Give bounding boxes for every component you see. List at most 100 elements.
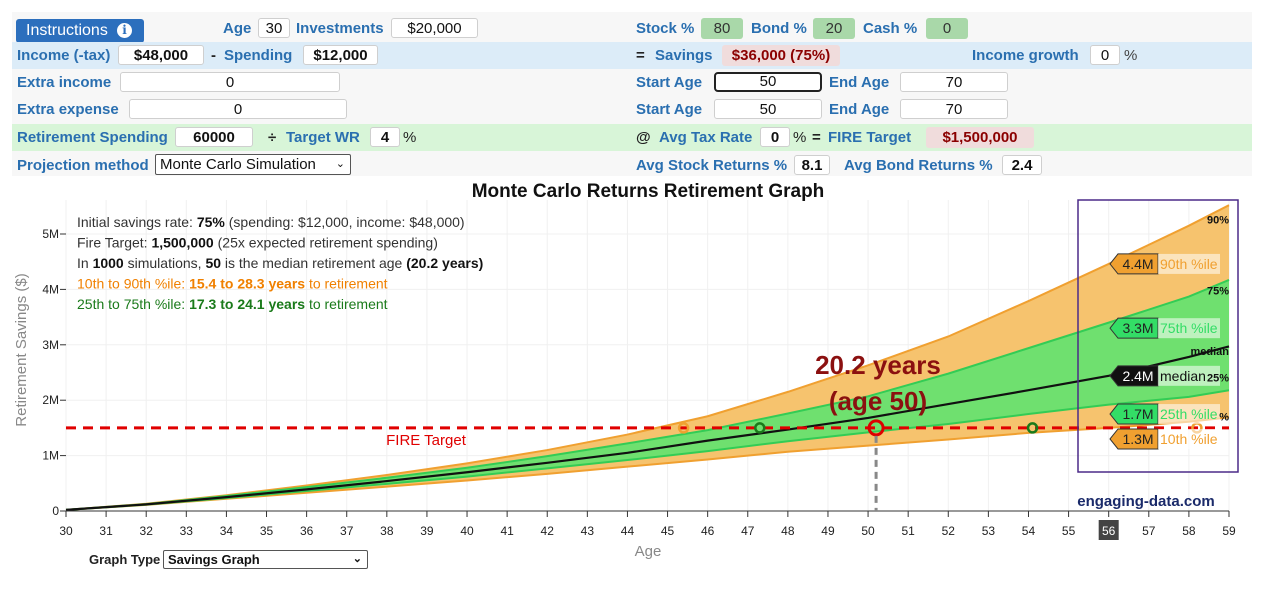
chart-info-text: Initial savings rate: 75% (spending: $12… bbox=[77, 214, 483, 312]
x-tick-label: 45 bbox=[661, 524, 675, 538]
edge-label: median bbox=[1190, 346, 1229, 358]
x-tick-label: 32 bbox=[140, 524, 154, 538]
extra-expense-start-input[interactable]: 50 bbox=[714, 99, 822, 119]
crossing-marker bbox=[1026, 422, 1039, 434]
target-wr-unit: % bbox=[403, 129, 417, 146]
y-tick-label: 5M bbox=[42, 227, 59, 241]
x-tick-label: 52 bbox=[942, 524, 956, 538]
x-tick-label: 53 bbox=[982, 524, 996, 538]
x-tick-label: 47 bbox=[741, 524, 755, 538]
y-tick-label: 3M bbox=[42, 338, 59, 352]
info-fragment: Initial savings rate: bbox=[77, 214, 197, 230]
x-tick-label: 36 bbox=[300, 524, 314, 538]
percentile-callouts: 4.4M 90th %ile 3.3M 75th %ile 2.4M median 1.7M… bbox=[1109, 253, 1220, 450]
avg-stock-returns-label: Avg Stock Returns % bbox=[636, 157, 788, 174]
info-fragment: 75% bbox=[197, 214, 226, 230]
graph-type-select[interactable]: Savings Graph ⌄ bbox=[163, 550, 368, 569]
income-input[interactable]: $48,000 bbox=[118, 45, 204, 65]
callout-value: 2.4M bbox=[1122, 368, 1153, 384]
info-fragment: 1000 bbox=[93, 255, 124, 271]
income-growth-input[interactable]: 0 bbox=[1090, 45, 1120, 65]
callout-label: 75th %ile bbox=[1160, 320, 1218, 336]
x-tick-label: 55 bbox=[1062, 524, 1076, 538]
series-line-median bbox=[65, 345, 1230, 511]
stock-pct-value[interactable]: 80 bbox=[701, 18, 743, 39]
crossing-marker bbox=[677, 422, 690, 434]
age-input[interactable]: 30 bbox=[258, 18, 290, 38]
callout-value: 1.7M bbox=[1122, 406, 1153, 422]
projection-method-label: Projection method bbox=[17, 157, 149, 174]
x-tick-label: 54 bbox=[1022, 524, 1036, 538]
avg-stock-returns-input[interactable]: 8.1 bbox=[794, 155, 830, 175]
series-line-75th bbox=[65, 279, 1230, 511]
x-tick-highlight bbox=[1098, 520, 1119, 540]
x-tick-label: 46 bbox=[701, 524, 715, 538]
retirement-spending-label: Retirement Spending bbox=[17, 129, 168, 146]
y-tick-label: 2M bbox=[42, 393, 59, 407]
extra-income-end-input[interactable]: 70 bbox=[900, 72, 1008, 92]
chart-bands bbox=[65, 204, 1230, 511]
retirement-spending-input[interactable]: 60000 bbox=[175, 127, 253, 147]
bond-pct-value[interactable]: 20 bbox=[813, 18, 855, 39]
x-tick-label: 38 bbox=[380, 524, 394, 538]
callout-label: median bbox=[1160, 368, 1206, 384]
x-tick-label: 42 bbox=[541, 524, 555, 538]
x-tick-label: 40 bbox=[460, 524, 474, 538]
info-line: 25th to 75th %ile: 17.3 to 24.1 years to… bbox=[77, 296, 388, 312]
callout-label-bg bbox=[1158, 404, 1220, 425]
y-axis-label: Retirement Savings ($) bbox=[13, 273, 30, 426]
graph-type-label: Graph Type bbox=[89, 552, 161, 567]
extra-income-input[interactable]: 0 bbox=[120, 72, 340, 92]
x-tick-label: 34 bbox=[220, 524, 234, 538]
income-label: Income (-tax) bbox=[17, 47, 111, 64]
extra-income-start-label: Start Age bbox=[636, 74, 703, 91]
avg-tax-rate-input[interactable]: 0 bbox=[760, 127, 790, 147]
cash-pct-value[interactable]: 0 bbox=[926, 18, 968, 39]
callout-label-bg bbox=[1158, 318, 1220, 339]
extra-expense-row: Extra expense 0 Start Age 50 End Age 70 bbox=[12, 96, 1252, 123]
extra-income-end-label: End Age bbox=[829, 74, 890, 91]
x-tick-label: 41 bbox=[500, 524, 514, 538]
investments-label: Investments bbox=[296, 20, 384, 37]
fire-target-value: $1,500,000 bbox=[926, 127, 1034, 148]
edge-labels: 90% 75% median 25%% bbox=[1190, 215, 1229, 424]
projection-row: Projection method Monte Carlo Simulation… bbox=[12, 152, 1252, 179]
investments-input[interactable]: $20,000 bbox=[391, 18, 478, 38]
chevron-down-icon: ⌄ bbox=[335, 158, 345, 170]
x-tick-label: 33 bbox=[180, 524, 194, 538]
extra-income-row: Extra income 0 Start Age 50 End Age 70 bbox=[12, 69, 1252, 96]
callout-box bbox=[1077, 199, 1239, 473]
equals-sign-2: = bbox=[812, 129, 821, 146]
spending-input[interactable]: $12,000 bbox=[303, 45, 378, 65]
info-line: Initial savings rate: 75% (spending: $12… bbox=[77, 214, 465, 230]
target-wr-input[interactable]: 4 bbox=[370, 127, 400, 147]
income-growth-unit: % bbox=[1124, 47, 1138, 64]
fire-target-line-label: FIRE Target bbox=[386, 432, 467, 449]
tax-rate-unit: % bbox=[793, 129, 807, 146]
avg-bond-returns-input[interactable]: 2.4 bbox=[1002, 155, 1042, 175]
info-fragment: (20.2 years) bbox=[406, 255, 483, 271]
callout-label: 90th %ile bbox=[1160, 256, 1218, 272]
x-tick-label: 39 bbox=[420, 524, 434, 538]
at-sign: @ bbox=[636, 129, 651, 146]
extra-income-start-input[interactable]: 50 bbox=[714, 72, 822, 92]
fire-target-line: FIRE Target bbox=[66, 419, 1229, 511]
extra-expense-start-label: Start Age bbox=[636, 101, 703, 118]
x-tick-label: 44 bbox=[621, 524, 635, 538]
x-tick-label: 43 bbox=[581, 524, 595, 538]
extra-expense-input[interactable]: 0 bbox=[129, 99, 347, 119]
target-wr-label: Target WR bbox=[286, 129, 360, 146]
projection-method-value: Monte Carlo Simulation bbox=[160, 156, 316, 173]
projection-method-select[interactable]: Monte Carlo Simulation ⌄ bbox=[155, 154, 351, 175]
retirement-row: Retirement Spending 60000 ÷ Target WR 4 … bbox=[12, 124, 1252, 151]
info-fragment: (25x expected retirement spending) bbox=[214, 235, 438, 251]
y-tick-label: 1M bbox=[42, 449, 59, 463]
annotation-age: (age 50) bbox=[829, 386, 927, 416]
extra-expense-end-input[interactable]: 70 bbox=[900, 99, 1008, 119]
chart-title: Monte Carlo Returns Retirement Graph bbox=[472, 181, 825, 202]
x-tick-label: 59 bbox=[1222, 524, 1236, 538]
instructions-button[interactable]: Instructions i bbox=[16, 19, 144, 43]
graph-type-value: Savings Graph bbox=[168, 552, 260, 567]
x-tick-label: 50 bbox=[861, 524, 875, 538]
extra-expense-label: Extra expense bbox=[17, 101, 119, 118]
